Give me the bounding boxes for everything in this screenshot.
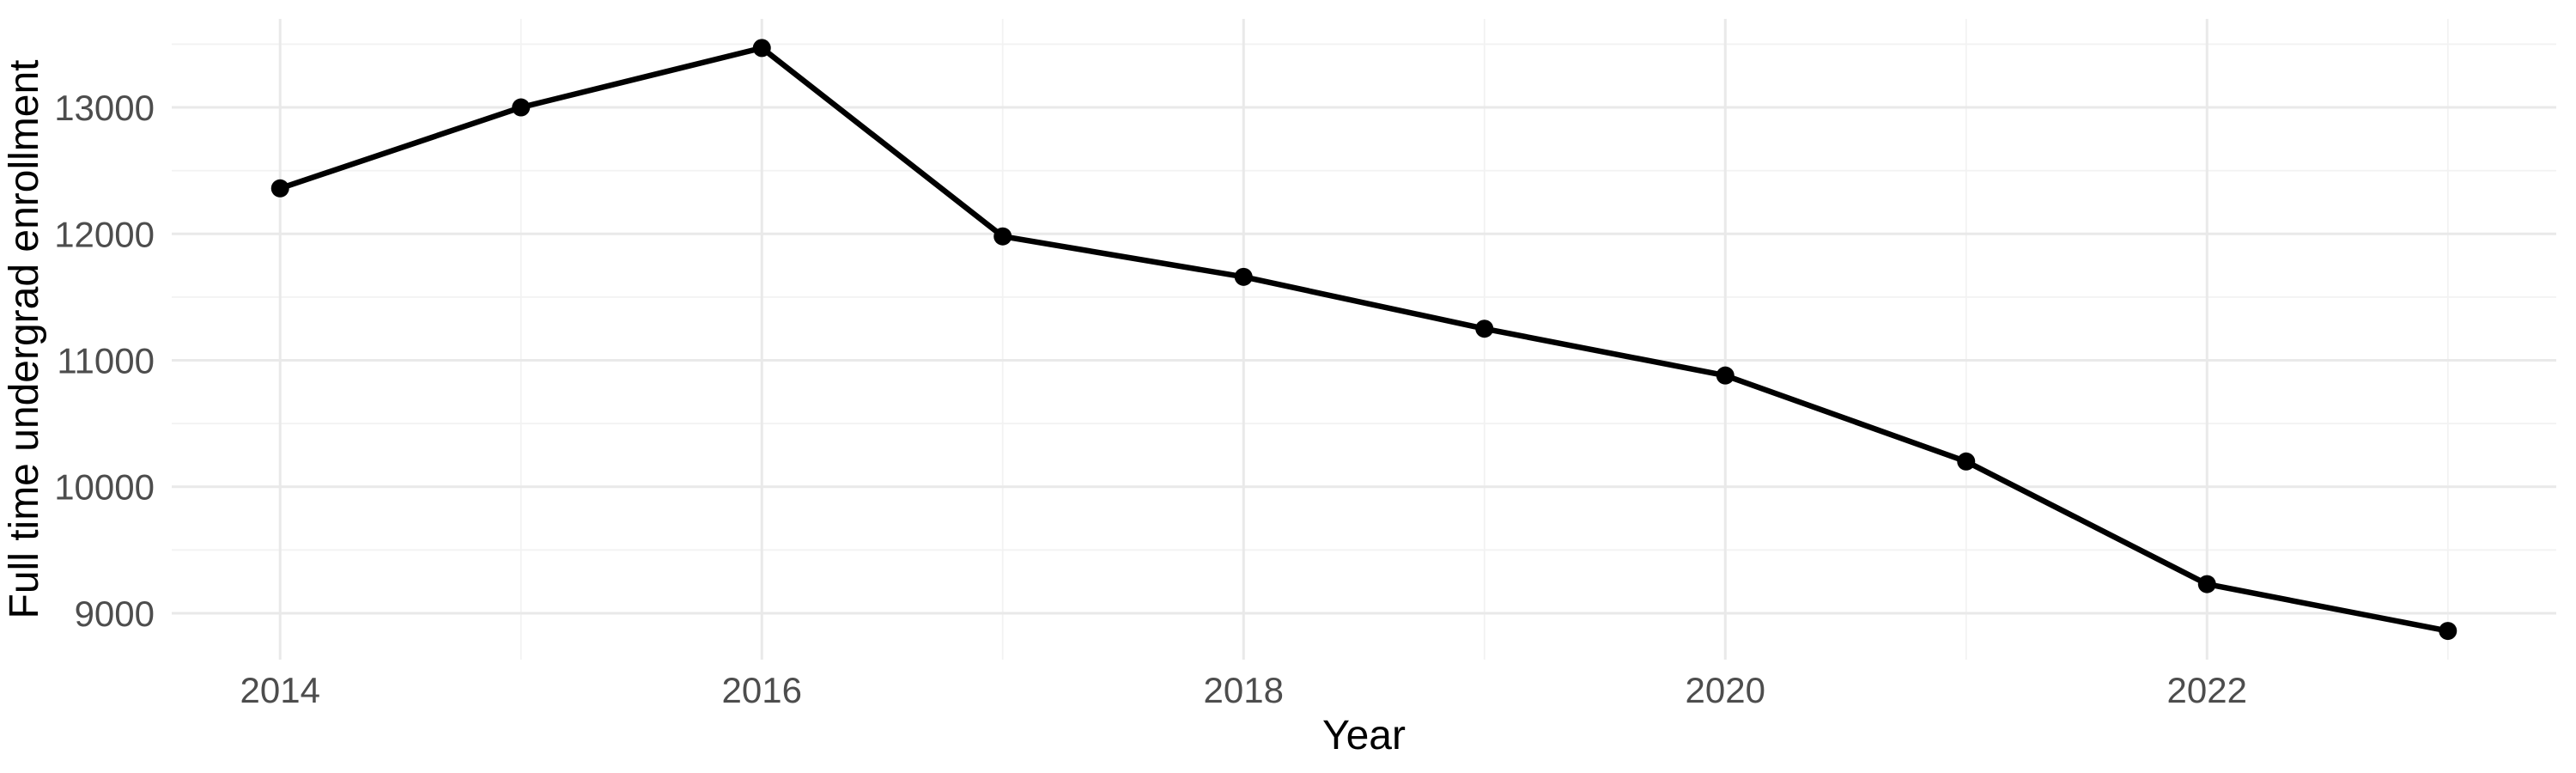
x-tick-label: 2018 [1204,670,1284,710]
data-point [270,179,289,198]
y-axis-tick-labels: 9000 10000 11000 12000 13000 [54,88,155,634]
y-tick-label: 9000 [75,593,155,634]
data-point [993,227,1012,246]
major-gridlines [172,19,2556,660]
data-point [1475,320,1494,338]
enrollment-data-series [270,39,2458,641]
x-axis-tick-labels: 2014 2016 2018 2020 2022 [240,670,2247,710]
data-point [752,39,771,58]
data-point [1234,267,1253,286]
x-axis-title: Year [1322,713,1406,758]
y-tick-label: 13000 [54,88,155,128]
data-point [2439,622,2458,641]
data-point [2197,575,2216,593]
x-tick-label: 2016 [722,670,802,710]
data-point [1957,452,1976,471]
y-tick-label: 12000 [54,214,155,254]
minor-gridlines [172,19,2556,660]
y-axis-title: Full time undergrad enrollment [2,60,47,619]
y-tick-label: 10000 [54,467,155,508]
enrollment-trend-line [279,45,2449,634]
x-tick-label: 2020 [1686,670,1765,710]
x-tick-label: 2022 [2167,670,2247,710]
x-tick-label: 2014 [240,670,320,710]
y-tick-label: 11000 [57,341,155,381]
data-point [512,98,531,117]
data-point [1716,366,1735,385]
